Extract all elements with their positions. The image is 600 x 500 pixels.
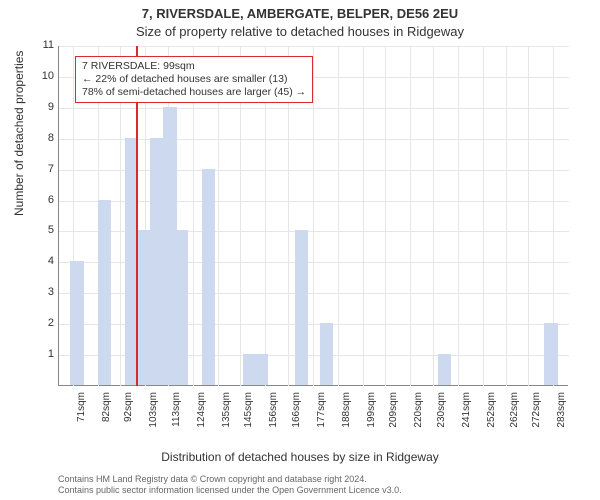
y-tick-label: 9 bbox=[14, 101, 54, 113]
x-tick-label: 177sqm bbox=[316, 392, 327, 434]
histogram-bar bbox=[125, 138, 136, 385]
y-tick-label: 10 bbox=[14, 70, 54, 82]
histogram-bar bbox=[295, 230, 309, 385]
x-tick-label: 262sqm bbox=[509, 392, 520, 434]
y-tick-label: 5 bbox=[14, 224, 54, 236]
x-tick-label: 82sqm bbox=[101, 392, 112, 434]
x-tick-label: 241sqm bbox=[461, 392, 472, 434]
x-tick-label: 209sqm bbox=[388, 392, 399, 434]
histogram-bar bbox=[177, 230, 188, 385]
histogram-bar bbox=[320, 323, 334, 385]
x-tick-label: 188sqm bbox=[341, 392, 352, 434]
x-tick-label: 124sqm bbox=[196, 392, 207, 434]
x-tick-label: 199sqm bbox=[366, 392, 377, 434]
x-tick-label: 92sqm bbox=[123, 392, 134, 434]
histogram-bar bbox=[438, 354, 452, 385]
histogram-bar bbox=[150, 138, 164, 385]
y-tick-label: 3 bbox=[14, 286, 54, 298]
histogram-bar bbox=[254, 354, 268, 385]
x-tick-label: 230sqm bbox=[436, 392, 447, 434]
x-tick-label: 272sqm bbox=[531, 392, 542, 434]
y-tick-label: 8 bbox=[14, 132, 54, 144]
annotation-line-2: ← 22% of detached houses are smaller (13… bbox=[82, 73, 306, 86]
y-tick-label: 7 bbox=[14, 163, 54, 175]
x-tick-label: 135sqm bbox=[221, 392, 232, 434]
title-line-2: Size of property relative to detached ho… bbox=[0, 24, 600, 39]
title-line-1: 7, RIVERSDALE, AMBERGATE, BELPER, DE56 2… bbox=[0, 6, 600, 21]
annotation-line-3: 78% of semi-detached houses are larger (… bbox=[82, 86, 306, 99]
footer-line-1: Contains HM Land Registry data © Crown c… bbox=[58, 474, 402, 485]
histogram-bar bbox=[70, 261, 84, 385]
y-tick-label: 2 bbox=[14, 317, 54, 329]
y-tick-label: 6 bbox=[14, 194, 54, 206]
x-tick-label: 156sqm bbox=[268, 392, 279, 434]
annotation-box: 7 RIVERSDALE: 99sqm ← 22% of detached ho… bbox=[75, 56, 313, 103]
histogram-bar bbox=[98, 200, 112, 385]
histogram-bar bbox=[544, 323, 558, 385]
x-tick-label: 283sqm bbox=[556, 392, 567, 434]
x-tick-label: 103sqm bbox=[148, 392, 159, 434]
y-tick-label: 11 bbox=[14, 39, 54, 51]
chart-container: 7, RIVERSDALE, AMBERGATE, BELPER, DE56 2… bbox=[0, 0, 600, 500]
x-tick-label: 166sqm bbox=[291, 392, 302, 434]
x-tick-label: 220sqm bbox=[413, 392, 424, 434]
x-axis-label: Distribution of detached houses by size … bbox=[0, 450, 600, 464]
annotation-line-1: 7 RIVERSDALE: 99sqm bbox=[82, 60, 306, 73]
histogram-bar bbox=[243, 354, 254, 385]
y-tick-label: 4 bbox=[14, 255, 54, 267]
x-tick-label: 113sqm bbox=[171, 392, 182, 434]
x-tick-label: 252sqm bbox=[486, 392, 497, 434]
histogram-bar bbox=[202, 169, 216, 385]
footer-attribution: Contains HM Land Registry data © Crown c… bbox=[58, 474, 402, 497]
y-tick-label: 1 bbox=[14, 348, 54, 360]
histogram-bar bbox=[163, 107, 177, 385]
x-tick-label: 71sqm bbox=[76, 392, 87, 434]
x-tick-label: 145sqm bbox=[243, 392, 254, 434]
histogram-bar bbox=[136, 230, 150, 385]
footer-line-2: Contains public sector information licen… bbox=[58, 485, 402, 496]
